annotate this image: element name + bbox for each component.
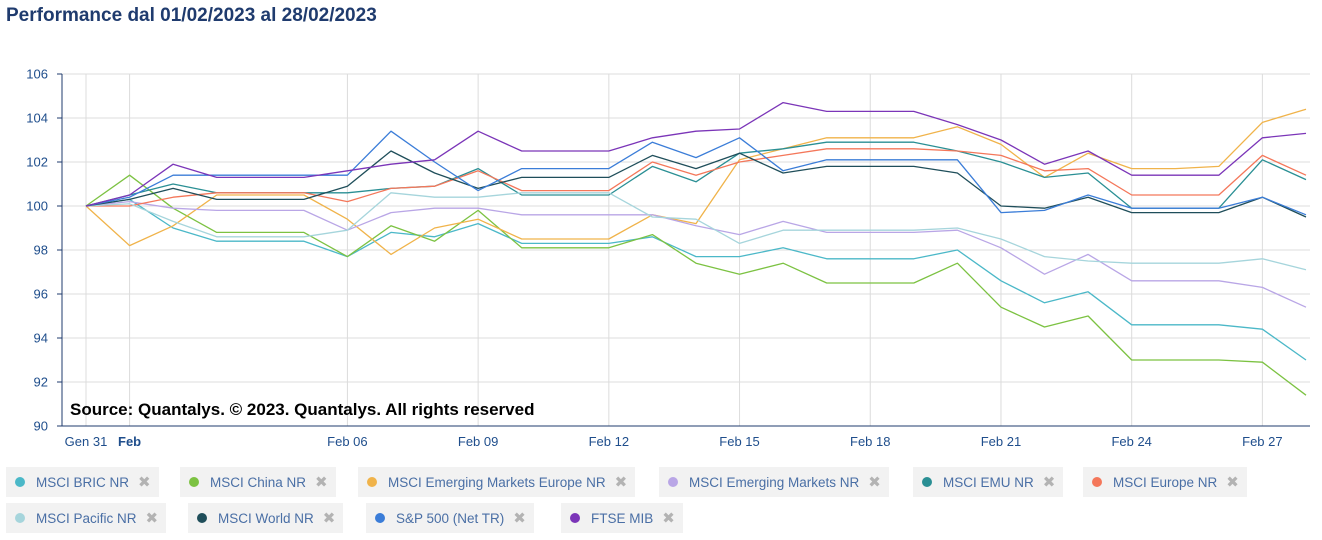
legend-item-msci-europe-nr[interactable]: MSCI Europe NR ✖ [1083,467,1247,497]
series-line-msci-bric-nr [85,198,1307,361]
legend-color-dot [375,513,385,523]
x-tick-label: Feb 27 [1242,434,1282,449]
legend-item-ftse-mib[interactable]: FTSE MIB ✖ [561,503,683,533]
legend-color-dot [668,477,678,487]
chart-axes: 90 92 94 96 98 100 102 104 106 Gen 31 Feb Feb 06 Feb… [26,67,1310,449]
legend-item-msci-emu-nr[interactable]: MSCI EMU NR ✖ [913,467,1064,497]
legend-label: MSCI China NR [210,474,307,490]
page-title: Performance dal 01/02/2023 al 28/02/2023 [6,5,377,26]
remove-series-icon[interactable]: ✖ [145,508,159,527]
series-line-msci-china-nr [85,174,1307,396]
x-tick-label: Feb 15 [719,434,759,449]
legend-color-dot [15,477,25,487]
y-tick-label: 94 [34,331,48,346]
source-note: Source: Quantalys. © 2023. Quantalys. Al… [70,400,535,419]
legend-item-msci-emerging-markets-europe-nr[interactable]: MSCI Emerging Markets Europe NR ✖ [358,467,636,497]
series-line-s-p-500-net-tr [85,130,1307,216]
y-tick-label: 106 [26,67,48,82]
x-tick-label: Feb 21 [981,434,1021,449]
legend-item-msci-pacific-nr[interactable]: MSCI Pacific NR ✖ [6,503,167,533]
y-tick-label: 98 [34,243,48,258]
legend-color-dot [922,477,932,487]
x-tick-label: Feb [118,434,141,449]
series-line-msci-europe-nr [86,148,1307,207]
legend-color-dot [189,477,199,487]
legend-item-s-p-500-net-tr[interactable]: S&P 500 (Net TR) ✖ [366,503,534,533]
legend-color-dot [367,477,377,487]
legend-label: FTSE MIB [591,510,654,526]
remove-series-icon[interactable]: ✖ [1042,472,1056,491]
x-tick-label: Feb 12 [589,434,629,449]
legend-item-msci-emerging-markets-nr[interactable]: MSCI Emerging Markets NR ✖ [659,467,889,497]
remove-series-icon[interactable]: ✖ [1226,472,1239,491]
legend-color-dot [570,513,580,523]
legend-item-msci-china-nr[interactable]: MSCI China NR ✖ [180,467,336,497]
y-tick-label: 104 [26,111,48,126]
legend-label: MSCI EMU NR [943,474,1034,490]
legend-color-dot [1092,477,1102,487]
remove-series-icon[interactable]: ✖ [315,472,328,491]
chart-series [85,101,1307,396]
series-line-msci-world-nr [85,150,1307,218]
legend-label: S&P 500 (Net TR) [396,510,505,526]
legend-label: MSCI Europe NR [1113,474,1218,490]
remove-series-icon[interactable]: ✖ [138,472,151,491]
y-tick-label: 90 [34,419,48,434]
legend-item-msci-bric-nr[interactable]: MSCI BRIC NR ✖ [6,467,159,497]
remove-series-icon[interactable]: ✖ [868,472,881,491]
y-tick-label: 92 [34,375,48,390]
legend-label: MSCI World NR [218,510,314,526]
performance-line-chart: 90 92 94 96 98 100 102 104 106 Gen 31 Feb Feb 06 Feb… [26,67,1310,449]
x-tick-label: Feb 09 [458,434,498,449]
y-tick-label: 100 [26,199,48,214]
legend-label: MSCI BRIC NR [36,474,130,490]
legend-color-dot [15,513,25,523]
legend-label: MSCI Emerging Markets Europe NR [388,474,606,490]
x-tick-label: Gen 31 [65,434,108,449]
legend-item-msci-world-nr[interactable]: MSCI World NR ✖ [188,503,344,533]
series-line-msci-emerging-markets-nr [85,200,1307,308]
chart-grid [62,73,1310,427]
x-tick-label: Feb 24 [1111,434,1151,449]
x-tick-label: Feb 06 [327,434,367,449]
x-tick-label: Feb 18 [850,434,890,449]
legend-label: MSCI Emerging Markets NR [689,474,860,490]
series-line-msci-pacific-nr [85,192,1307,271]
y-tick-label: 102 [26,155,48,170]
remove-series-icon[interactable]: ✖ [513,508,526,527]
remove-series-icon[interactable]: ✖ [662,508,675,527]
remove-series-icon[interactable]: ✖ [614,472,628,491]
legend-label: MSCI Pacific NR [36,510,137,526]
series-line-ftse-mib [85,101,1307,207]
legend-color-dot [197,513,207,523]
remove-series-icon[interactable]: ✖ [322,508,336,527]
y-tick-label: 96 [34,287,48,302]
